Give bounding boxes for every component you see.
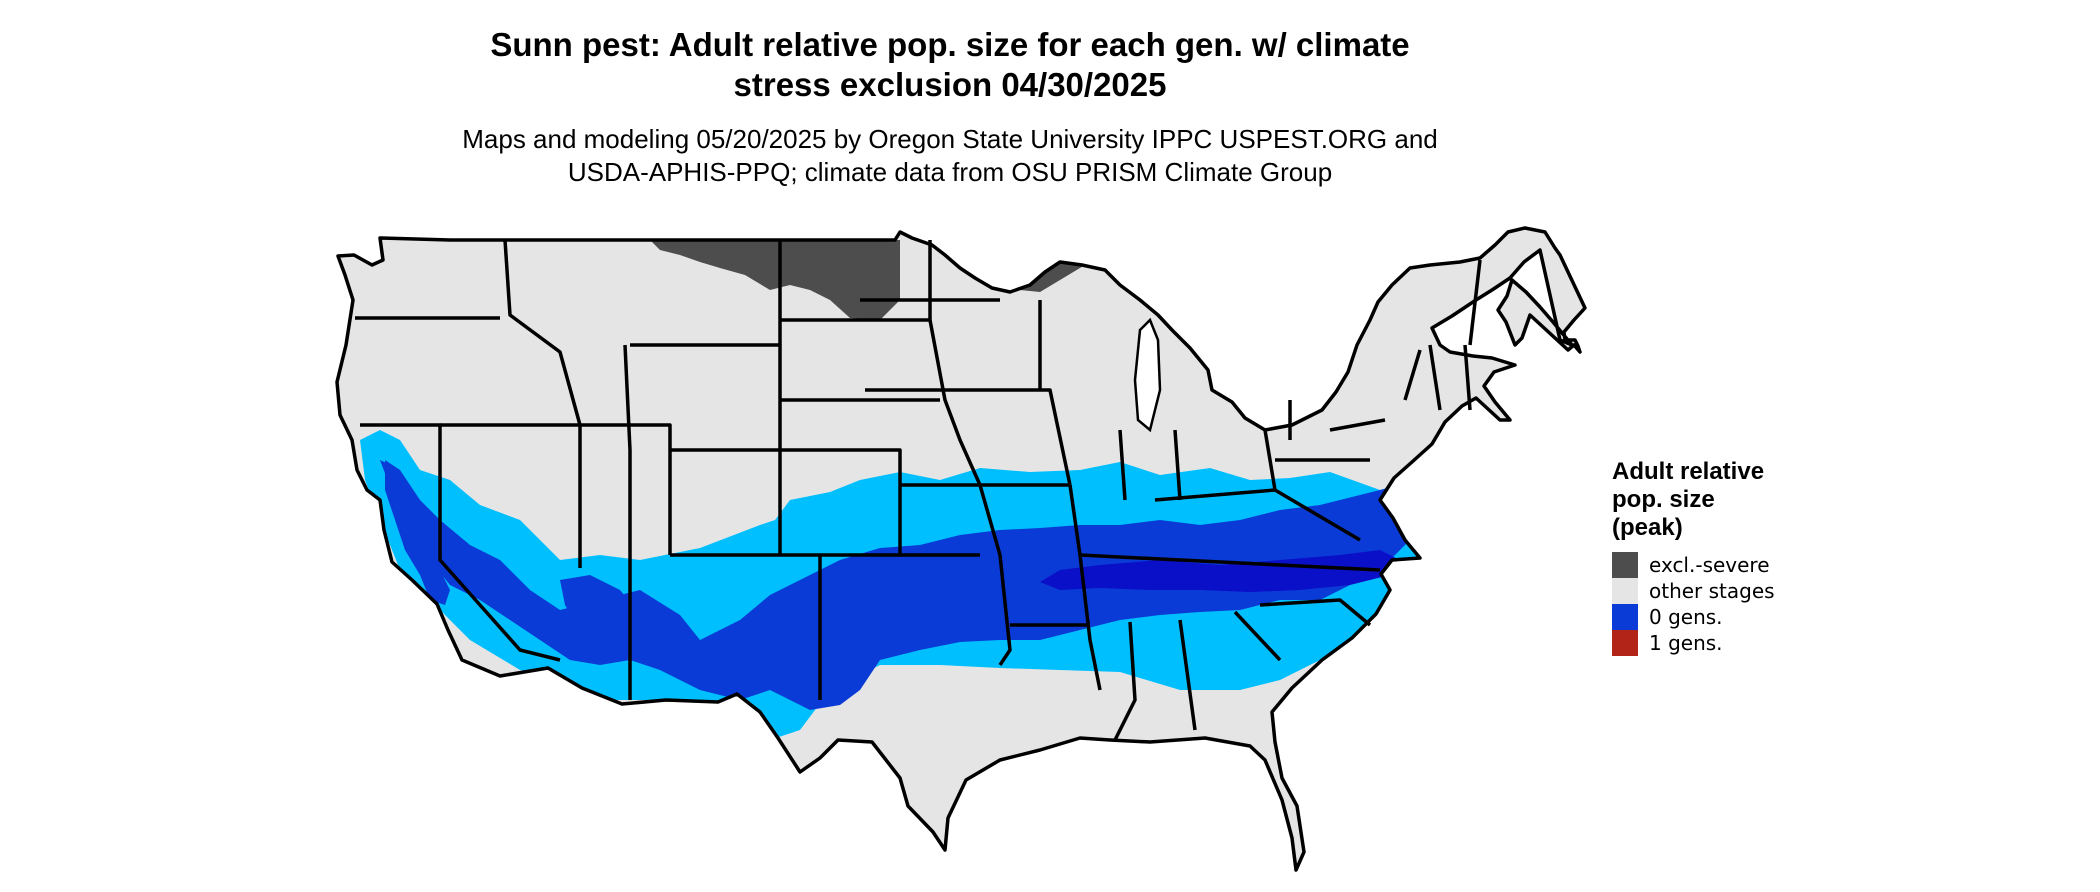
legend-title-line-3: (peak) — [1612, 514, 1683, 541]
us-outline — [335, 226, 1587, 872]
legend-swatch — [1612, 604, 1638, 630]
legend-items: excl.-severe other stages 0 gens. 1 gens. — [1612, 552, 1912, 656]
legend-label: excl.-severe — [1649, 553, 1770, 577]
legend: Adult relative pop. size (peak) excl.-se… — [1612, 458, 1912, 656]
excluded-zone-north-dakota — [650, 240, 900, 320]
legend-swatch — [1612, 552, 1638, 578]
arizona-patch — [560, 575, 660, 660]
map-title-line-1: Sunn pest: Adult relative pop. size for … — [490, 26, 1410, 63]
legend-title-line-1: Adult relative — [1612, 458, 1765, 485]
legend-item: 0 gens. — [1612, 604, 1912, 630]
legend-label: other stages — [1649, 579, 1775, 603]
legend-label: 1 gens. — [1649, 631, 1723, 655]
high-pop-band — [1040, 550, 1400, 592]
legend-label: 0 gens. — [1649, 605, 1723, 629]
lake-michigan — [1133, 317, 1162, 433]
legend-item: excl.-severe — [1612, 552, 1912, 578]
map-subtitle-line-1: Maps and modeling 05/20/2025 by Oregon S… — [462, 124, 1438, 154]
map-subtitle-line-2: USDA-APHIS-PPQ; climate data from OSU PR… — [567, 157, 1333, 187]
great-lakes — [1133, 317, 1162, 433]
legend-item: 1 gens. — [1612, 630, 1912, 656]
map-title-line-2: stress exclusion 04/30/2025 — [733, 66, 1167, 103]
legend-item: other stages — [1612, 578, 1912, 604]
legend-title-line-2: pop. size — [1612, 486, 1715, 513]
california-central-valley-patch — [385, 460, 450, 605]
legend-swatch — [1612, 630, 1638, 656]
legend-swatch — [1612, 578, 1638, 604]
state-borders — [335, 226, 1587, 872]
